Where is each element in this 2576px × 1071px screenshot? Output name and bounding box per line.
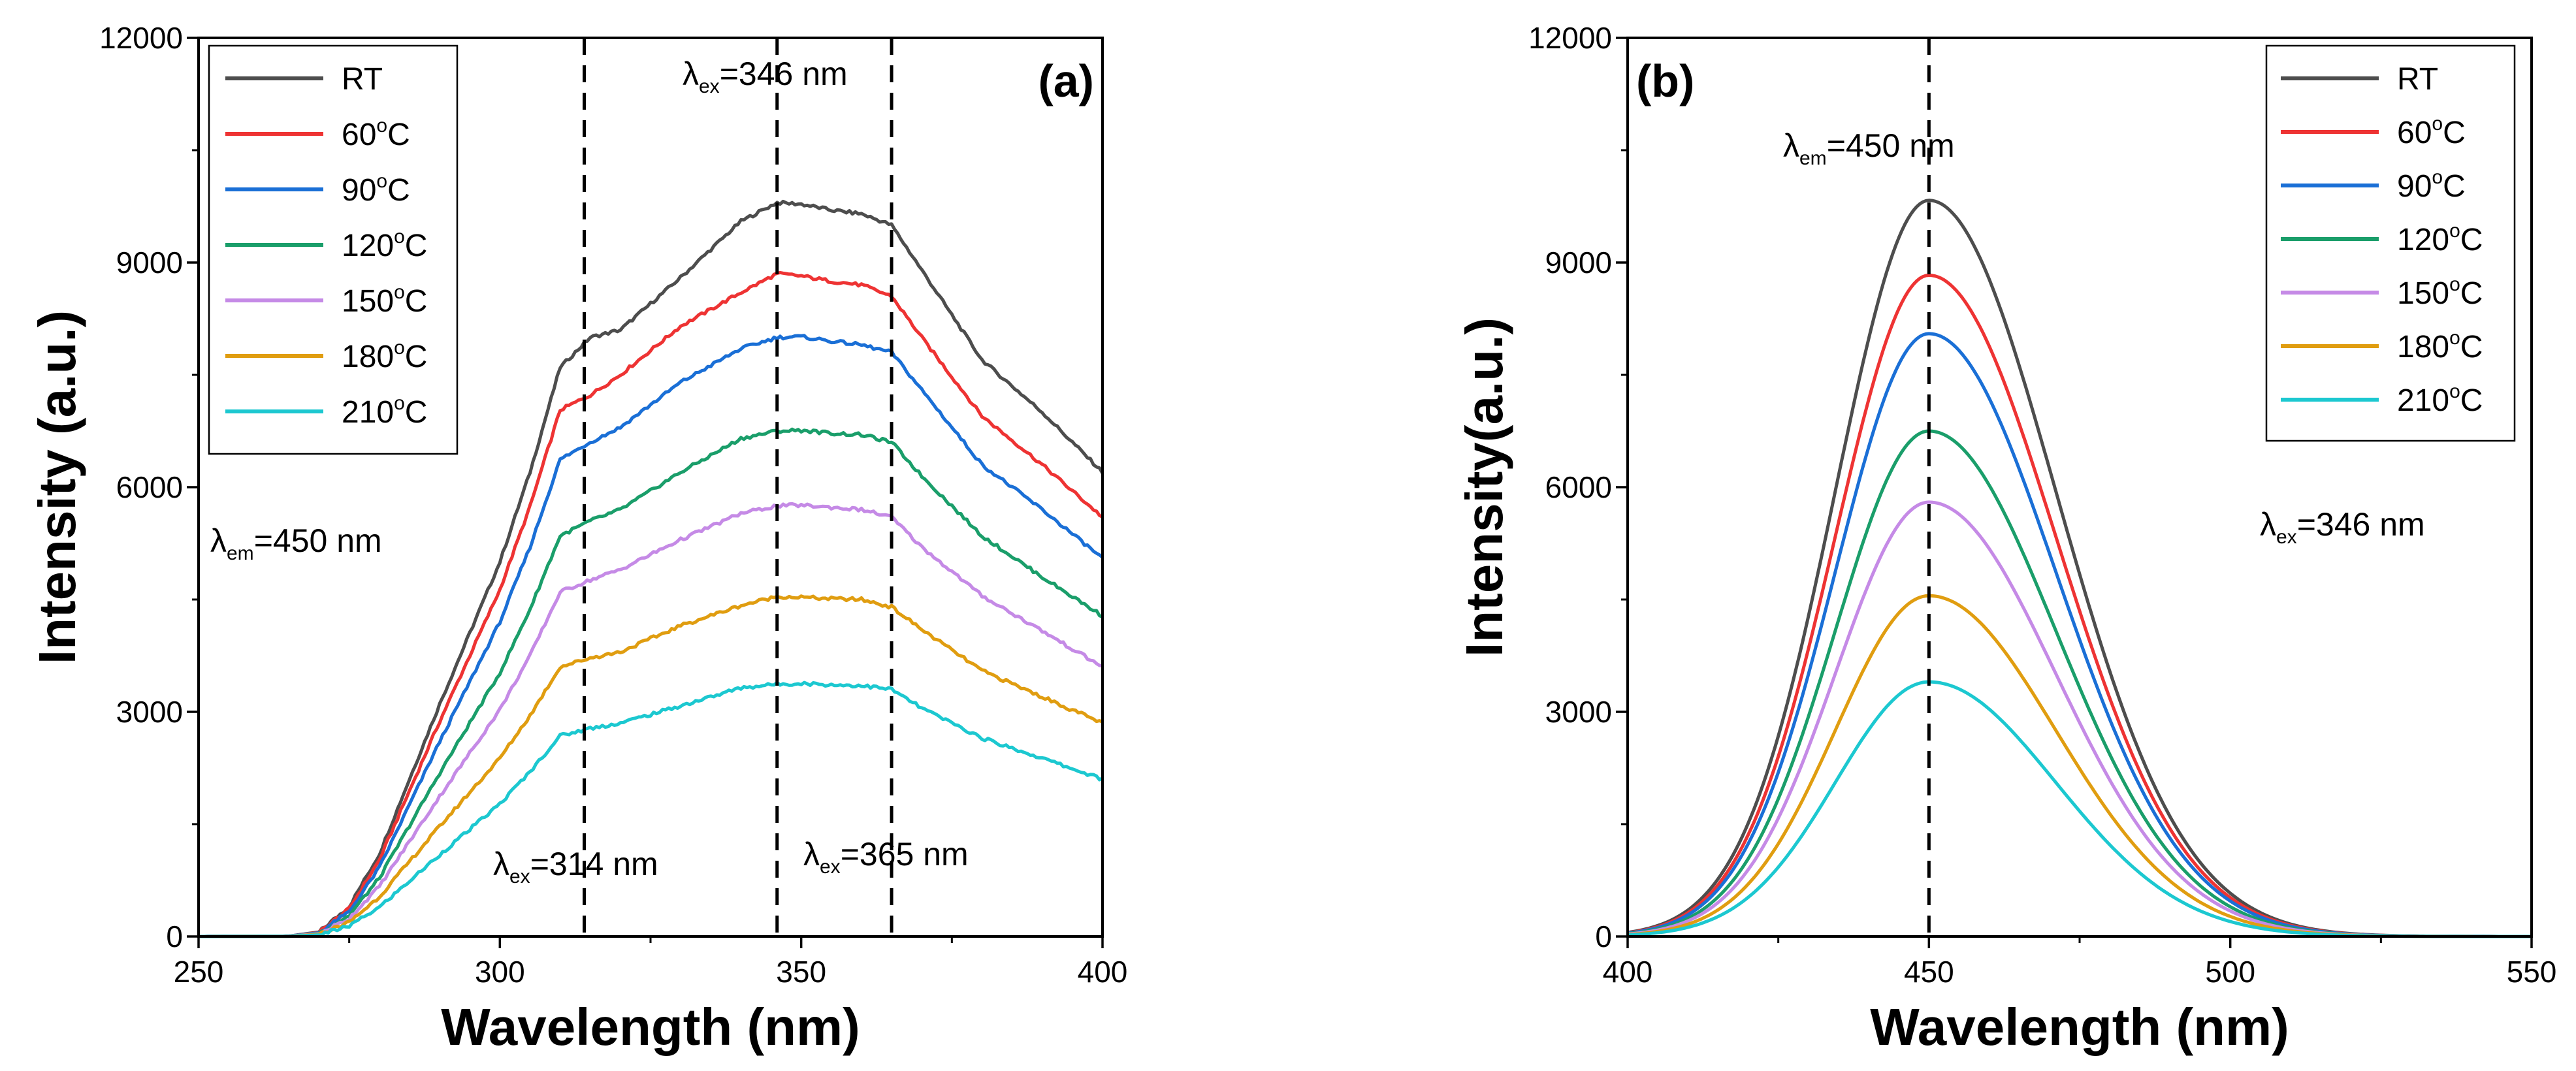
panel-a-legend-label: 210oC	[342, 392, 427, 430]
panel-a-annotation-ex314: λex=314 nm	[493, 846, 658, 887]
panel-b-legend-label: 60oC	[2397, 113, 2466, 150]
panel-b-ticks: 400 450 500 550 0 3000 6000 9000 12000	[1528, 21, 2556, 989]
panel-a-y-tick-label: 6000	[116, 470, 183, 504]
panel-b-y-axis-label: Intensity(a.u.)	[1455, 317, 1513, 657]
panel-b-legend-label: RT	[2397, 62, 2438, 97]
panel-b-annotation-em450: λem=450 nm	[1783, 127, 1955, 169]
panel-b-legend-label: 210oC	[2397, 381, 2483, 418]
panel-b-x-tick-label: 450	[1904, 955, 1954, 989]
panel-a-series-group	[199, 199, 1104, 938]
panel-a-x-tick-label: 250	[174, 955, 224, 989]
panel-a-y-tick-label: 0	[166, 919, 183, 953]
panel-a-y-tick-label: 9000	[116, 246, 183, 280]
panel-b-legend-label: 120oC	[2397, 220, 2483, 257]
panel-a-legend-label: 150oC	[342, 281, 427, 319]
panel-a-series-line	[199, 427, 1104, 938]
panel-b-series-line	[1627, 500, 2532, 938]
panel-b-legend-label: 150oC	[2397, 274, 2483, 311]
panel-b-y-tick-label: 6000	[1545, 470, 1612, 504]
panel-b-annotation-ex346: λex=346 nm	[2260, 506, 2425, 548]
panel-b-legend-label: 180oC	[2397, 327, 2483, 364]
panel-b-legend: RT 60oC 90oC 120oC 150oC 180oC 210oC	[2265, 44, 2516, 442]
panel-b-plot-frame	[1626, 37, 2533, 938]
panel-b-y-tick-label: 3000	[1545, 695, 1612, 729]
panel-a-series-line	[199, 680, 1104, 938]
panel-b-legend-box	[2265, 44, 2516, 442]
panel-a-annotation-em450: λem=450 nm	[210, 522, 382, 564]
panel-a-legend-label: 180oC	[342, 337, 427, 374]
panel-a-vlines	[583, 38, 894, 936]
panel-a-series-line	[199, 594, 1103, 938]
panel-b-y-tick-label: 0	[1595, 919, 1612, 953]
panel-a-legend-label: RT	[342, 62, 383, 97]
panel-a-legend-box	[208, 44, 459, 455]
panel-b-y-tick-label: 9000	[1545, 246, 1612, 280]
panel-a-legend-entries: RT 60oC 90oC 120oC 150oC 180oC 210oC	[225, 62, 427, 430]
panel-a-x-axis-label: Wavelength (nm)	[441, 998, 860, 1056]
panel-a-x-tick-label: 300	[475, 955, 525, 989]
panel-a-legend-label: 90oC	[342, 170, 410, 208]
panel-a-series-line	[199, 270, 1104, 938]
panel-b-legend-label: 90oC	[2397, 167, 2466, 204]
panel-a-y-tick-label: 3000	[116, 695, 183, 729]
panel-a-plot-frame	[197, 37, 1104, 938]
panel-b-x-tick-label: 550	[2507, 955, 2557, 989]
panel-a-legend: RT 60oC 90oC 120oC 150oC 180oC 210oC	[208, 44, 459, 455]
panel-a-label: (a)	[1038, 56, 1094, 106]
panel-a-legend-label: 120oC	[342, 226, 427, 263]
panel-a-annotation-ex346: λex=346 nm	[683, 56, 848, 97]
panel-b-x-axis-label: Wavelength (nm)	[1870, 998, 2289, 1056]
panel-b-label: (b)	[1636, 56, 1694, 106]
panel-a-legend-label: 60oC	[342, 115, 410, 152]
panel-a: 250 300 350 400 0 3000 6000 9000 12000 (a) Wavel…	[28, 21, 1127, 1056]
panel-b-x-tick-label: 400	[1603, 955, 1653, 989]
panel-b: 400 450 500 550 0 3000 6000 9000 12000 (b) Wavel…	[1455, 21, 2556, 1056]
panel-b-y-tick-label: 12000	[1528, 21, 1612, 55]
panel-a-x-tick-label: 350	[776, 955, 826, 989]
panel-a-y-axis-label: Intensity (a.u.)	[28, 310, 86, 664]
panel-a-y-tick-label: 12000	[99, 21, 183, 55]
panel-a-series-line	[199, 334, 1104, 938]
panel-b-x-tick-label: 500	[2205, 955, 2255, 989]
panel-b-legend-entries: RT 60oC 90oC 120oC 150oC 180oC 210oC	[2281, 62, 2483, 418]
panel-a-x-tick-label: 400	[1078, 955, 1128, 989]
panel-a-annotation-ex365: λex=365 nm	[803, 836, 969, 878]
panel-a-ticks: 250 300 350 400 0 3000 6000 9000 12000	[99, 21, 1127, 989]
